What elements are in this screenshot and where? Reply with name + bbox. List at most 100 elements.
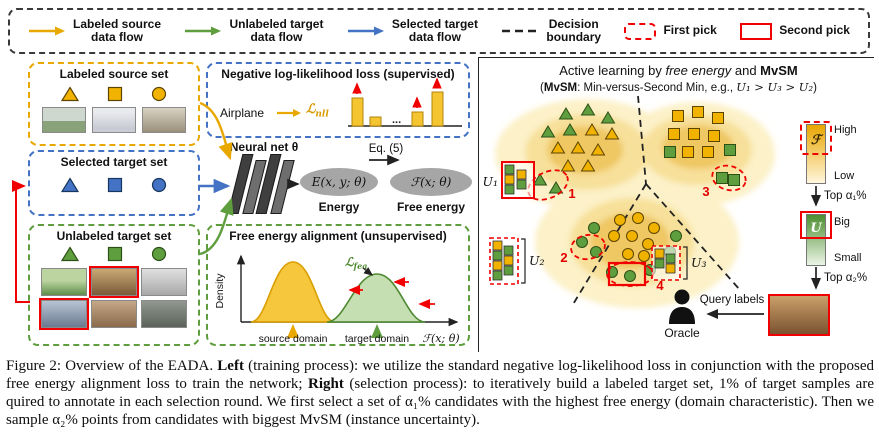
- caption-bold-left: Left: [217, 358, 244, 374]
- free-energy-bar-symbol: ℱ: [810, 133, 822, 148]
- density-axis-label: Density: [214, 273, 226, 309]
- unlabeled-target-set-box: Unlabeled target set: [28, 224, 200, 346]
- decision-boundary-lines: [571, 95, 741, 307]
- first-pick-ellipses: [527, 164, 747, 287]
- legend-text: boundary: [546, 30, 602, 44]
- loss-subscript: nll: [315, 109, 329, 120]
- labeled-source-set-title: Labeled source set: [59, 67, 169, 81]
- free-energy-alignment-box: Free energy alignment (unsupervised) Den…: [206, 224, 470, 346]
- nll-bar-chart: ...: [348, 77, 462, 127]
- subtitle-part: ): [813, 82, 817, 94]
- pick-number-2: 2: [560, 250, 567, 265]
- square-icon: [107, 246, 123, 262]
- right-panel-subtitle: (MvSM: Min-versus-Second Min, e.g., U₁ >…: [482, 80, 875, 94]
- high-label: High: [834, 124, 857, 136]
- source-images: [30, 107, 198, 133]
- second-pick-box-icon: [740, 22, 773, 40]
- caption-bold-right: Right: [308, 376, 344, 392]
- big-label: Big: [834, 216, 850, 228]
- subtitle-part: : Min-versus-Second Min, e.g.,: [577, 82, 737, 94]
- airplane-label: Airplane: [220, 106, 265, 120]
- selected-target-arrow-icon: [347, 26, 384, 36]
- neural-net-label: Neural net θ: [229, 140, 299, 154]
- low-label: Low: [834, 170, 855, 182]
- legend-decision-boundary-label: Decision boundary: [546, 17, 602, 45]
- title-part-italic: free energy: [665, 63, 732, 78]
- triangle-icon: [61, 86, 79, 102]
- free-energy-label: Free energy: [396, 200, 466, 214]
- decision-boundary-line-icon: [502, 29, 539, 33]
- selected-target-set-box: Selected target set: [28, 150, 200, 216]
- green-squares-cluster: [664, 144, 740, 186]
- square-icon: [107, 177, 123, 193]
- yellow-squares-cluster: [668, 106, 724, 158]
- selected-target-set-title: Selected target set: [60, 155, 168, 169]
- right-panel-top-rule: [478, 57, 874, 58]
- mvsm-u2-group: U₂: [489, 237, 545, 285]
- pick-number-4: 4: [656, 278, 664, 293]
- panel-divider: [478, 57, 479, 352]
- legend-first-pick-label: First pick: [663, 23, 717, 38]
- target-image-dark: [141, 300, 187, 328]
- u1-label: U₁: [482, 174, 498, 189]
- subtitle-part-bold: MvSM: [543, 82, 578, 94]
- nll-loss-symbol: ℒnll: [306, 102, 329, 120]
- legend-decision-boundary: Decision boundary: [501, 17, 602, 45]
- target-image-product: [141, 268, 187, 296]
- free-energy-axis-label: ℱ(x; θ): [422, 332, 459, 344]
- pick-number-1: 1: [568, 186, 575, 201]
- selected-target-shapes: [30, 177, 198, 193]
- legend: Labeled source data flow Unlabeled target…: [8, 8, 870, 54]
- loss-subscript: fea: [353, 261, 368, 271]
- free-energy-density-blobs: [495, 99, 775, 308]
- target-image-room-picked: [89, 266, 139, 298]
- target-domain-label: target domain: [345, 333, 409, 344]
- second-pick-rect: [607, 261, 647, 287]
- yellow-circles-cluster: [608, 212, 660, 262]
- unlabeled-target-images: [30, 266, 198, 330]
- source-domain-curve: [250, 261, 336, 323]
- queried-sample-image: [768, 294, 830, 336]
- triangle-icon: [61, 246, 79, 262]
- legend-text: data flow: [91, 30, 144, 44]
- first-pick-box-icon: [624, 22, 657, 40]
- legend-text: Selected target: [391, 16, 478, 31]
- neural-network-layers: [227, 152, 295, 214]
- top-alpha1-label: Top α₁%: [824, 190, 867, 202]
- airplane-to-loss-arrow: [277, 109, 301, 117]
- labeled-source-arrow-icon: [29, 26, 65, 36]
- green-circles-cluster: [576, 222, 682, 282]
- yellow-triangles-cluster: [550, 123, 620, 172]
- square-icon: [107, 86, 123, 102]
- legend-labeled-source-label: Labeled source data flow: [73, 17, 161, 45]
- small-label: Small: [834, 252, 862, 264]
- legend-second-pick: Second pick: [740, 22, 850, 40]
- density-plot: Density ℒfea source domain target domain…: [214, 254, 460, 344]
- caption-text: (selection process): to iteratively buil…: [6, 376, 874, 428]
- labeled-source-set-box: Labeled source set: [28, 62, 200, 146]
- uncertainty-bar-symbol: U: [810, 221, 822, 236]
- source-image-ship: [142, 107, 186, 133]
- title-part: Active learning by: [559, 63, 666, 78]
- first-pick-region-box: [800, 121, 832, 155]
- right-panel-title: Active learning by free energy and MvSM: [482, 63, 875, 78]
- top-alpha2-arrow: [810, 267, 822, 290]
- unlabeled-target-arrow-icon: [185, 26, 222, 36]
- target-image-livingroom: [91, 300, 137, 328]
- eq5-label: Eq. (5): [368, 143, 404, 155]
- u2-label: U₂: [529, 253, 545, 268]
- pick-number-3: 3: [702, 184, 709, 199]
- legend-selected-target-label: Selected target data flow: [391, 16, 478, 45]
- free-energy-formula-ellipse: ℱ(x; θ): [390, 168, 472, 196]
- mvsm-u3-group: U₃: [651, 245, 707, 281]
- pick-number-labels: 1 2 3 4: [560, 184, 709, 293]
- query-labels-text: Query labels: [699, 294, 765, 306]
- svg-text:...: ...: [392, 114, 401, 126]
- legend-text: Unlabeled target: [229, 16, 324, 31]
- legend-second-pick-label: Second pick: [779, 23, 850, 38]
- loss-symbol: ℒ: [306, 102, 316, 117]
- second-pick-region-box: [800, 211, 832, 239]
- title-part-bold: MvSM: [760, 63, 798, 78]
- oracle-label: Oracle: [664, 326, 700, 340]
